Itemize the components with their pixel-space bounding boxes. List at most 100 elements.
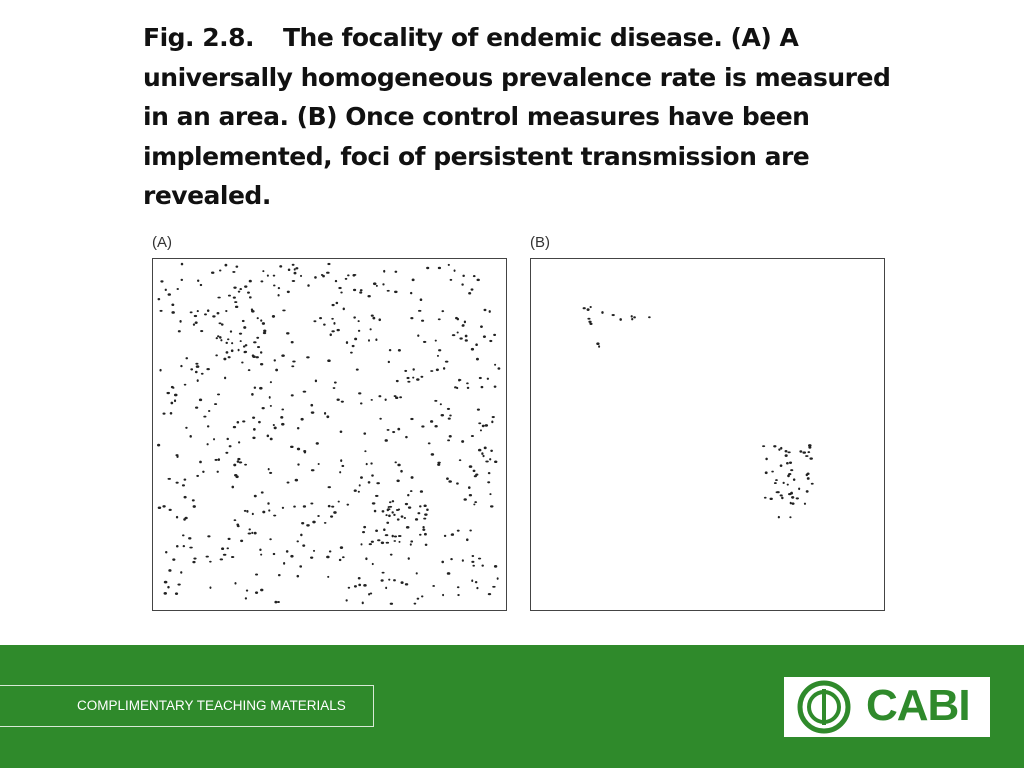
dot	[381, 571, 385, 574]
dot	[226, 437, 229, 441]
dot	[494, 460, 498, 463]
dot	[409, 490, 413, 493]
dot	[301, 522, 305, 525]
dot	[771, 470, 774, 473]
dot	[326, 555, 330, 559]
dot	[206, 443, 209, 446]
dot	[762, 445, 766, 448]
dot	[388, 514, 391, 518]
dot	[463, 498, 467, 501]
dot	[481, 564, 484, 567]
dot	[357, 577, 361, 580]
dot	[384, 398, 387, 401]
dot	[494, 363, 497, 366]
dot	[344, 277, 348, 280]
dot	[256, 317, 259, 320]
dot	[404, 502, 409, 506]
dot	[238, 332, 243, 335]
dot	[458, 378, 461, 382]
dot	[252, 436, 256, 440]
dot	[280, 415, 284, 419]
dot	[167, 585, 170, 589]
dot	[472, 274, 476, 278]
dot	[795, 497, 799, 500]
dot	[189, 434, 192, 438]
dot	[175, 544, 179, 548]
dot	[217, 296, 221, 299]
dot	[481, 424, 485, 428]
dot	[218, 269, 222, 272]
dot	[383, 528, 386, 531]
dot	[775, 479, 778, 482]
dot	[336, 328, 340, 332]
dot	[285, 550, 289, 553]
dot	[175, 515, 179, 519]
dot	[430, 370, 434, 372]
dot	[232, 296, 236, 299]
dot	[157, 297, 161, 301]
dot	[163, 580, 168, 584]
dot	[259, 351, 263, 354]
dot	[353, 316, 356, 319]
dot	[209, 560, 212, 563]
dot	[763, 496, 767, 499]
dot	[780, 446, 783, 450]
dot	[200, 329, 204, 333]
dot	[422, 528, 426, 531]
dot	[272, 552, 276, 556]
dot	[360, 543, 363, 546]
dot	[489, 505, 494, 508]
dot	[611, 314, 615, 317]
dot	[475, 473, 479, 476]
dot	[243, 350, 248, 354]
dot	[489, 493, 492, 496]
dot	[183, 518, 186, 521]
dot	[219, 558, 224, 561]
dot	[430, 453, 435, 456]
dot	[181, 534, 185, 537]
dot	[272, 423, 275, 427]
dot	[342, 307, 345, 311]
dot	[363, 584, 367, 587]
dot	[385, 586, 388, 590]
dot	[198, 398, 203, 402]
dot	[363, 525, 367, 529]
dot	[347, 586, 351, 589]
dot	[775, 491, 779, 494]
dot	[340, 400, 344, 403]
dot	[286, 481, 290, 484]
dot	[326, 271, 330, 274]
dot	[286, 290, 290, 294]
dot	[434, 339, 437, 342]
dot	[458, 459, 462, 462]
dot	[415, 572, 418, 575]
dot	[306, 356, 310, 359]
dot	[400, 515, 404, 518]
dot	[327, 262, 331, 266]
dot	[258, 420, 261, 424]
dot	[437, 463, 441, 466]
dot	[386, 508, 390, 512]
dot	[633, 316, 636, 319]
dot	[165, 551, 168, 554]
dot	[215, 354, 218, 357]
dot	[442, 367, 446, 370]
dot	[777, 515, 780, 519]
dot	[363, 432, 367, 435]
dot	[157, 443, 161, 447]
dot	[253, 386, 257, 389]
dot	[269, 471, 273, 474]
dot	[224, 376, 227, 380]
dot	[393, 395, 397, 398]
dot	[485, 460, 489, 463]
dot	[466, 382, 469, 385]
dot	[295, 267, 299, 270]
dot	[391, 534, 394, 538]
dot	[388, 349, 392, 352]
dot	[367, 295, 371, 298]
dot	[397, 534, 402, 538]
dot	[810, 482, 814, 485]
dot	[173, 399, 177, 403]
dot	[791, 502, 795, 505]
dot	[296, 427, 300, 430]
